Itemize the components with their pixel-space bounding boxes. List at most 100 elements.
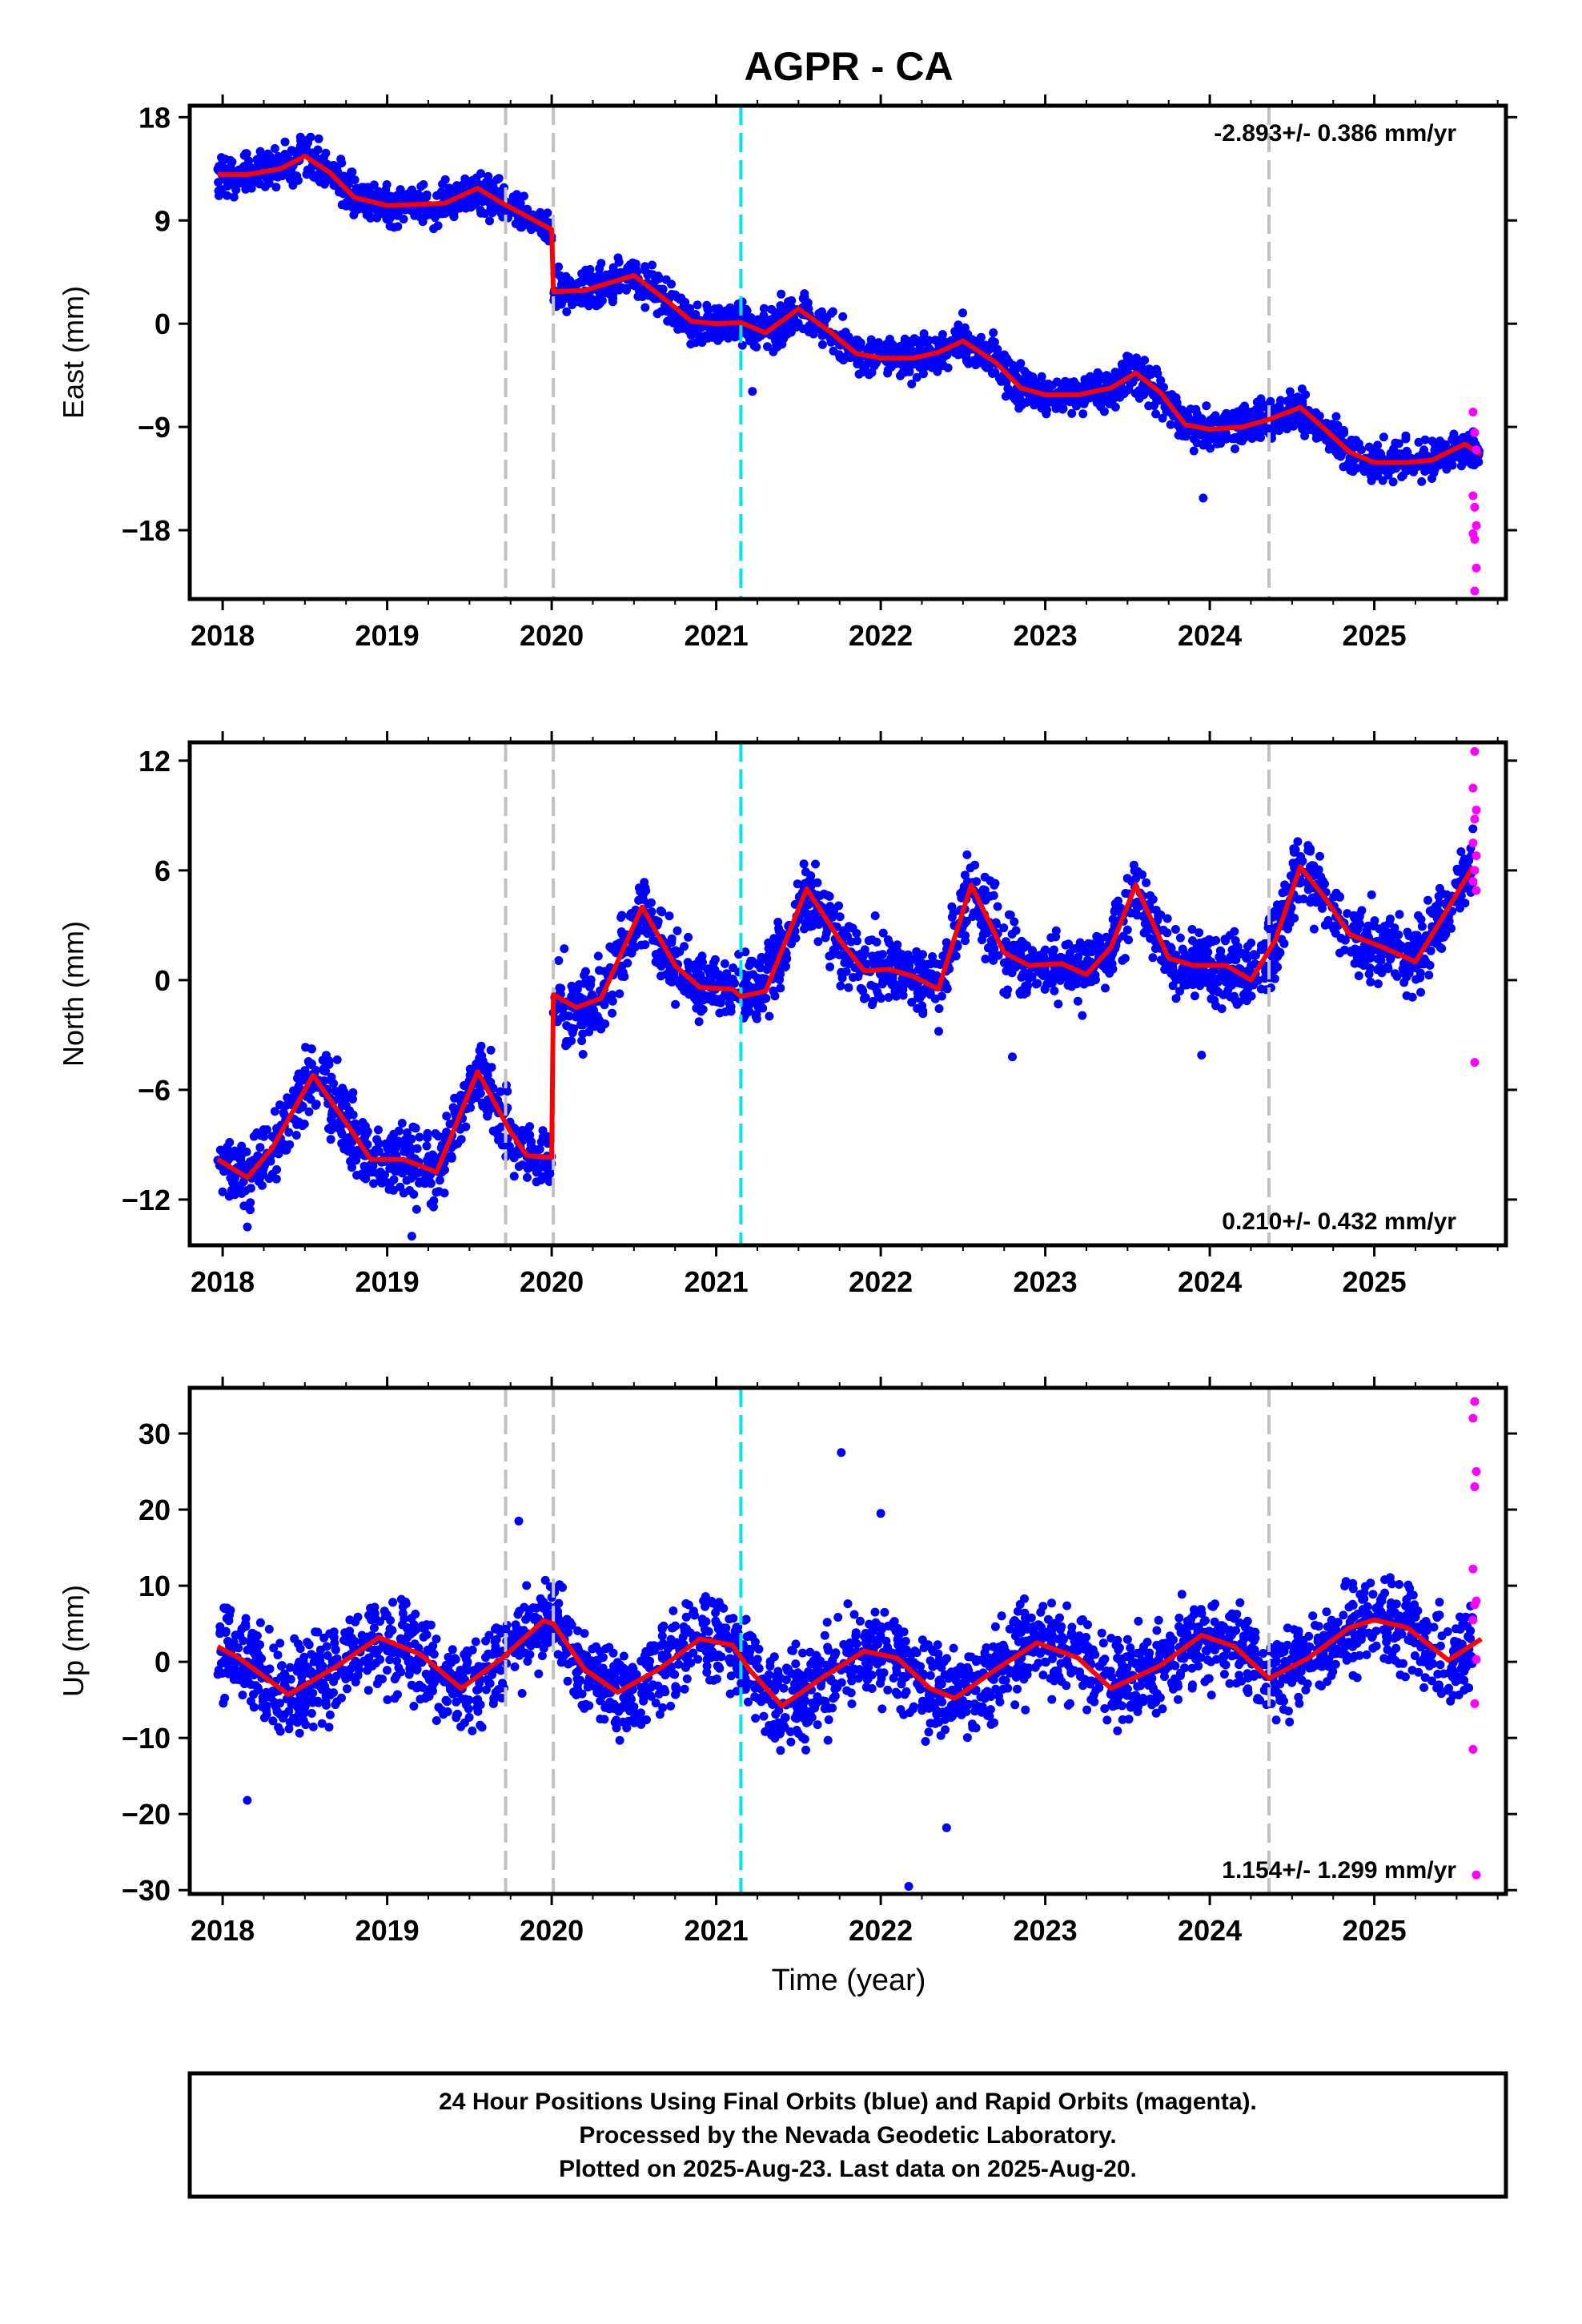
final-orbit-point: [483, 1068, 492, 1077]
final-orbit-point: [422, 211, 432, 219]
final-orbit-point: [748, 387, 757, 396]
final-orbit-point: [271, 183, 281, 192]
final-orbit-point: [1003, 985, 1013, 995]
final-orbit-point: [1297, 384, 1307, 394]
final-orbit-point: [1231, 444, 1239, 453]
final-orbit-point: [877, 950, 887, 959]
final-orbit-point: [1346, 465, 1355, 475]
final-orbit-point: [1160, 965, 1170, 975]
final-orbit-point: [861, 365, 870, 375]
final-orbit-point: [856, 983, 865, 993]
final-orbit-point: [685, 326, 693, 336]
final-orbit-point: [359, 1161, 369, 1171]
final-orbit-point: [634, 883, 644, 893]
final-orbit-point: [577, 269, 587, 279]
final-orbit-point: [673, 926, 682, 935]
final-orbit-point: [776, 332, 785, 341]
y-tick-label: −18: [122, 514, 171, 547]
final-orbit-point: [808, 909, 817, 919]
final-orbit-point: [1215, 946, 1225, 955]
final-orbit-point: [881, 345, 891, 355]
final-orbit-point: [710, 304, 720, 314]
final-orbit-point: [697, 951, 707, 961]
final-orbit-point: [866, 335, 876, 344]
final-orbit-point: [412, 1144, 422, 1153]
final-orbit-point: [509, 1172, 519, 1181]
final-orbit-point: [763, 342, 772, 352]
final-orbit-point: [276, 155, 286, 164]
final-orbit-point: [656, 906, 665, 915]
final-orbit-point: [828, 307, 837, 316]
final-orbit-point: [760, 319, 769, 328]
final-orbit-point: [314, 134, 323, 143]
final-orbit-point: [1366, 977, 1375, 987]
final-orbit-point: [661, 275, 671, 284]
final-orbit-point: [1383, 962, 1392, 971]
final-orbit-point: [1401, 431, 1411, 440]
final-orbit-point: [1096, 375, 1106, 384]
final-orbit-point: [917, 959, 927, 968]
final-orbit-point: [411, 1168, 420, 1178]
final-orbit-point: [307, 148, 317, 158]
x-tick-label: 2018: [191, 619, 255, 652]
final-orbit-point: [1087, 947, 1097, 956]
final-orbit-point: [701, 991, 710, 1000]
final-orbit-point: [646, 898, 656, 907]
final-orbit-point: [829, 346, 838, 356]
final-orbit-point: [381, 1139, 391, 1148]
final-orbit-point: [218, 155, 227, 164]
final-orbit-point: [705, 325, 715, 335]
final-orbit-point: [663, 316, 673, 326]
final-orbit-point: [512, 190, 521, 199]
final-orbit-point: [853, 936, 862, 946]
final-orbit-point: [270, 144, 279, 153]
final-orbit-point: [256, 160, 266, 170]
final-orbit-point: [955, 331, 965, 340]
final-orbit-point: [435, 1176, 444, 1185]
final-orbit-point: [345, 1142, 355, 1152]
final-orbit-point: [227, 1185, 236, 1195]
x-tick-label: 2021: [685, 619, 749, 652]
final-orbit-point: [609, 945, 619, 955]
final-orbit-point: [592, 1011, 602, 1021]
final-orbit-point: [413, 190, 423, 199]
final-orbit-point: [814, 309, 824, 318]
final-orbit-point: [866, 980, 876, 990]
final-orbit-point: [449, 212, 459, 222]
final-orbit-point: [921, 356, 931, 366]
final-orbit-point: [562, 1021, 572, 1031]
final-orbit-point: [342, 201, 351, 211]
final-orbit-point: [1469, 460, 1479, 470]
final-orbit-point: [1007, 930, 1017, 939]
final-orbit-point: [806, 871, 816, 880]
final-orbit-point: [1378, 476, 1387, 485]
final-orbit-point: [568, 1028, 577, 1038]
final-orbit-point: [624, 263, 633, 272]
final-orbit-point: [1367, 890, 1376, 899]
final-orbit-point: [248, 178, 258, 187]
final-orbit-point: [910, 360, 920, 369]
final-orbit-point: [661, 959, 670, 968]
final-orbit-point: [981, 362, 990, 372]
final-orbit-point: [1417, 476, 1427, 486]
final-orbit-point: [1336, 426, 1346, 436]
final-orbit-point: [769, 987, 778, 995]
final-orbit-point: [1067, 408, 1077, 418]
final-orbit-point: [530, 1144, 540, 1154]
final-orbit-point: [1175, 987, 1184, 996]
final-orbit-point: [506, 1148, 516, 1158]
final-orbit-point: [947, 902, 957, 911]
final-orbit-point: [1212, 433, 1222, 443]
final-orbit-point: [645, 269, 655, 279]
final-orbit-point: [1010, 388, 1019, 397]
final-orbit-point: [759, 304, 769, 313]
final-orbit-point: [801, 910, 810, 919]
final-orbit-point: [525, 1130, 535, 1140]
final-orbit-point: [589, 296, 599, 305]
final-orbit-point: [917, 336, 926, 345]
final-orbit-point: [811, 859, 820, 869]
final-orbit-point: [853, 972, 863, 981]
final-orbit-point: [844, 983, 853, 992]
final-orbit-point: [244, 156, 254, 166]
final-orbit-point: [648, 935, 658, 945]
